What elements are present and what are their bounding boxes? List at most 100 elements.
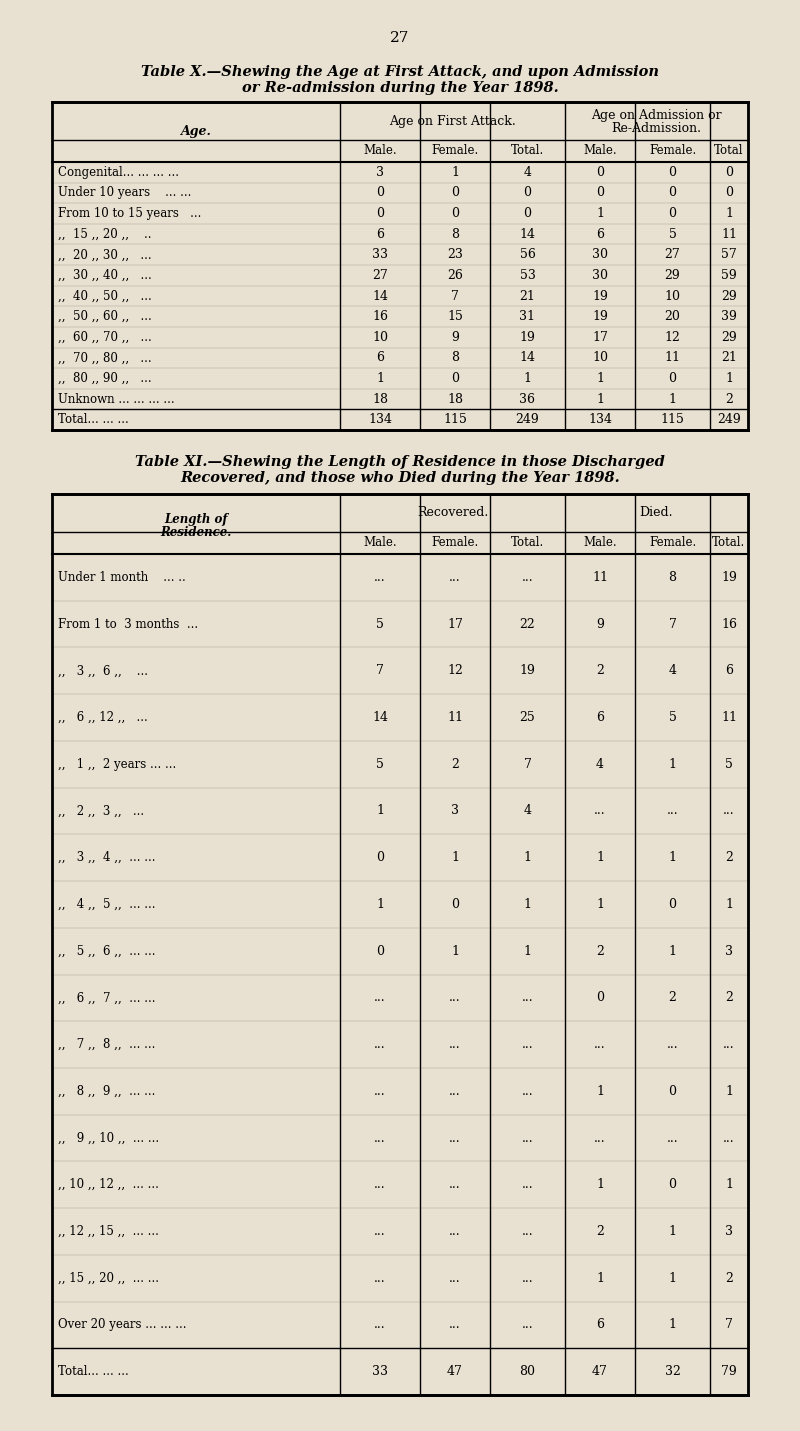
Text: Female.: Female. — [431, 145, 478, 157]
Text: ...: ... — [449, 571, 461, 584]
Text: 1: 1 — [669, 1272, 677, 1285]
Text: ,,   3 ,,  6 ,,    ...: ,, 3 ,, 6 ,, ... — [58, 664, 148, 677]
Text: ...: ... — [522, 1085, 534, 1098]
Text: Total.: Total. — [511, 537, 544, 550]
Text: 30: 30 — [592, 248, 608, 262]
Text: 0: 0 — [596, 992, 604, 1005]
Text: ...: ... — [522, 1037, 534, 1052]
Text: Died.: Died. — [640, 507, 674, 519]
Text: 1: 1 — [725, 372, 733, 385]
Text: ...: ... — [374, 1318, 386, 1331]
Text: 1: 1 — [669, 1225, 677, 1238]
Text: 23: 23 — [447, 248, 463, 262]
Bar — [52, 102, 748, 429]
Text: 7: 7 — [523, 758, 531, 771]
Text: Unknown ... ... ... ...: Unknown ... ... ... ... — [58, 392, 174, 405]
Text: 0: 0 — [725, 166, 733, 179]
Text: 8: 8 — [451, 228, 459, 240]
Text: 1: 1 — [669, 1318, 677, 1331]
Text: ,,   9 ,, 10 ,,  ... ...: ,, 9 ,, 10 ,, ... ... — [58, 1132, 159, 1145]
Text: 6: 6 — [596, 1318, 604, 1331]
Text: ,,  15 ,, 20 ,,    ..: ,, 15 ,, 20 ,, .. — [58, 228, 151, 240]
Text: 11: 11 — [721, 711, 737, 724]
Text: 47: 47 — [447, 1365, 463, 1378]
Text: 27: 27 — [390, 31, 410, 44]
Text: 134: 134 — [368, 414, 392, 426]
Text: 3: 3 — [376, 166, 384, 179]
Text: 1: 1 — [523, 851, 531, 864]
Text: 80: 80 — [519, 1365, 535, 1378]
Text: 1: 1 — [596, 392, 604, 405]
Text: Total... ... ...: Total... ... ... — [58, 1365, 129, 1378]
Text: ,,   6 ,, 12 ,,   ...: ,, 6 ,, 12 ,, ... — [58, 711, 148, 724]
Text: 1: 1 — [725, 897, 733, 912]
Text: ...: ... — [522, 1225, 534, 1238]
Text: 11: 11 — [447, 711, 463, 724]
Text: 18: 18 — [447, 392, 463, 405]
Text: 5: 5 — [376, 758, 384, 771]
Text: ...: ... — [723, 804, 735, 817]
Text: 2: 2 — [725, 851, 733, 864]
Text: ...: ... — [449, 1272, 461, 1285]
Text: 0: 0 — [669, 166, 677, 179]
Text: 0: 0 — [596, 166, 604, 179]
Text: 6: 6 — [376, 228, 384, 240]
Text: 18: 18 — [372, 392, 388, 405]
Text: 3: 3 — [725, 1225, 733, 1238]
Text: 0: 0 — [451, 186, 459, 199]
Text: 32: 32 — [665, 1365, 681, 1378]
Text: ,,   3 ,,  4 ,,  ... ...: ,, 3 ,, 4 ,, ... ... — [58, 851, 155, 864]
Text: Recovered.: Recovered. — [417, 507, 488, 519]
Text: Age on First Attack.: Age on First Attack. — [389, 114, 516, 127]
Text: ...: ... — [374, 1037, 386, 1052]
Text: 6: 6 — [596, 711, 604, 724]
Text: ,,  50 ,, 60 ,,   ...: ,, 50 ,, 60 ,, ... — [58, 311, 152, 323]
Text: 1: 1 — [725, 1085, 733, 1098]
Text: 7: 7 — [376, 664, 384, 677]
Text: ,,   2 ,,  3 ,,   ...: ,, 2 ,, 3 ,, ... — [58, 804, 144, 817]
Text: 79: 79 — [721, 1365, 737, 1378]
Text: 56: 56 — [519, 248, 535, 262]
Text: 1: 1 — [669, 851, 677, 864]
Text: ...: ... — [522, 992, 534, 1005]
Text: 20: 20 — [665, 311, 681, 323]
Text: 1: 1 — [376, 804, 384, 817]
Text: 11: 11 — [721, 228, 737, 240]
Text: From 1 to  3 months  ...: From 1 to 3 months ... — [58, 618, 198, 631]
Text: ...: ... — [522, 1318, 534, 1331]
Text: 0: 0 — [669, 207, 677, 220]
Text: 14: 14 — [519, 228, 535, 240]
Text: From 10 to 15 years   ...: From 10 to 15 years ... — [58, 207, 202, 220]
Text: 14: 14 — [372, 289, 388, 302]
Text: ,,  60 ,, 70 ,,   ...: ,, 60 ,, 70 ,, ... — [58, 331, 152, 343]
Text: ...: ... — [374, 1085, 386, 1098]
Text: Male.: Male. — [583, 145, 617, 157]
Text: ,, 15 ,, 20 ,,  ... ...: ,, 15 ,, 20 ,, ... ... — [58, 1272, 159, 1285]
Text: 15: 15 — [447, 311, 463, 323]
Text: Re-Admission.: Re-Admission. — [611, 122, 702, 135]
Text: 6: 6 — [376, 352, 384, 365]
Text: 11: 11 — [592, 571, 608, 584]
Text: 115: 115 — [443, 414, 467, 426]
Text: 4: 4 — [523, 804, 531, 817]
Text: ...: ... — [449, 992, 461, 1005]
Text: 1: 1 — [596, 1178, 604, 1191]
Text: 0: 0 — [669, 1178, 677, 1191]
Text: 1: 1 — [376, 372, 384, 385]
Text: 1: 1 — [725, 1178, 733, 1191]
Text: Residence.: Residence. — [160, 525, 232, 538]
Text: ,,   6 ,,  7 ,,  ... ...: ,, 6 ,, 7 ,, ... ... — [58, 992, 155, 1005]
Text: Female.: Female. — [431, 537, 478, 550]
Text: 29: 29 — [721, 289, 737, 302]
Text: Age.: Age. — [181, 126, 211, 139]
Text: ,, 12 ,, 15 ,,  ... ...: ,, 12 ,, 15 ,, ... ... — [58, 1225, 159, 1238]
Text: ...: ... — [374, 1178, 386, 1191]
Text: ,,   5 ,,  6 ,,  ... ...: ,, 5 ,, 6 ,, ... ... — [58, 944, 155, 957]
Text: 53: 53 — [519, 269, 535, 282]
Text: 1: 1 — [669, 944, 677, 957]
Text: 33: 33 — [372, 1365, 388, 1378]
Text: 12: 12 — [447, 664, 463, 677]
Text: 0: 0 — [376, 186, 384, 199]
Text: 5: 5 — [669, 711, 677, 724]
Text: 30: 30 — [592, 269, 608, 282]
